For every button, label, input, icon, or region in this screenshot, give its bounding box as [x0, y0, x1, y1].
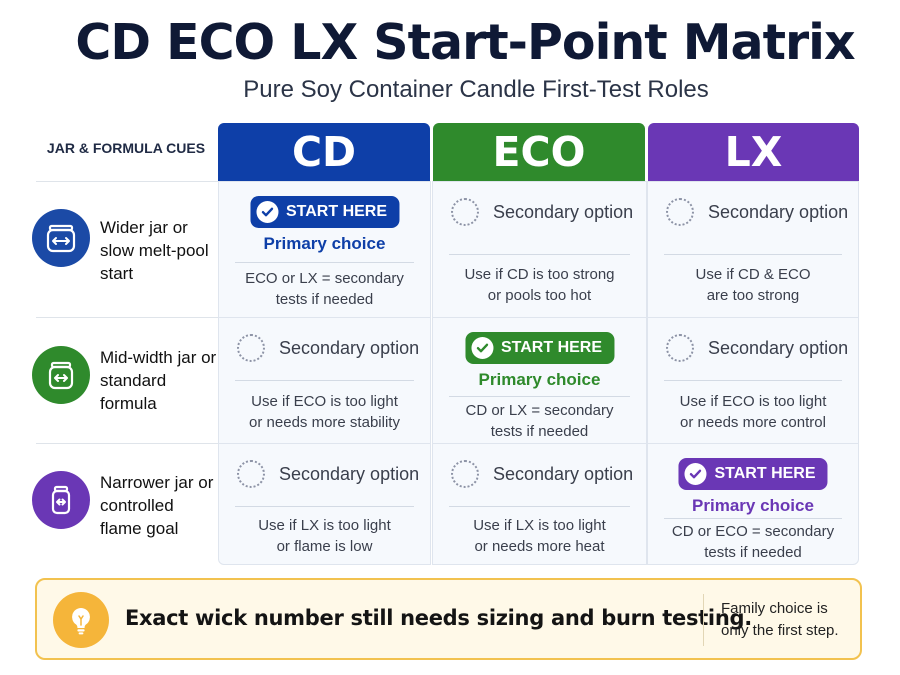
matrix-cell-narrow-eco: Secondary option Use if LX is too light o… [432, 443, 647, 565]
dashed-circle-icon [451, 198, 479, 226]
primary-choice-label: Primary choice [692, 496, 814, 515]
page-subtitle: Pure Soy Container Candle First-Test Rol… [243, 76, 709, 103]
cell-divider [449, 254, 630, 255]
cell-note: CD or ECO = secondary tests if needed [671, 523, 835, 561]
check-icon [255, 201, 278, 223]
cell-divider [235, 262, 414, 263]
cell-note: Use if ECO is too light or needs more con… [679, 393, 827, 431]
cell-divider [664, 254, 842, 255]
cell-note: Use if CD is too strong or pools too hot [464, 266, 615, 304]
cell-note: CD or LX = secondary tests if needed [465, 402, 614, 440]
cell-divider [235, 506, 414, 507]
secondary-option: Secondary option [237, 334, 419, 362]
column-header-cd: CD [218, 123, 430, 181]
matrix-cell-wide-cd: START HERE Primary choice ECO or LX = se… [218, 181, 431, 318]
wide-jar-icon [32, 209, 90, 267]
check-icon [470, 337, 493, 359]
matrix-cell-narrow-cd: Secondary option Use if LX is too light o… [218, 443, 431, 565]
secondary-option: Secondary option [237, 460, 419, 488]
check-icon [684, 463, 707, 485]
footer-message: Exact wick number still needs sizing and… [125, 606, 752, 630]
narrow-jar-icon [32, 471, 90, 529]
footer-side-note: Family choice is only the first step. [721, 600, 839, 639]
dashed-circle-icon [237, 334, 265, 362]
secondary-option: Secondary option [666, 198, 848, 226]
matrix-cell-mid-eco: START HERE Primary choice CD or LX = sec… [432, 317, 647, 444]
cell-note: Use if LX is too light or needs more heat [473, 517, 606, 555]
column-header-lx: LX [648, 123, 859, 181]
cell-note: Use if ECO is too light or needs more sta… [249, 393, 400, 431]
footer-divider [703, 594, 704, 646]
row-divider [36, 317, 218, 318]
start-here-badge: START HERE [464, 332, 615, 364]
dashed-circle-icon [451, 460, 479, 488]
page-title: CD ECO LX Start-Point Matrix [75, 14, 855, 71]
cell-divider [449, 506, 630, 507]
secondary-option: Secondary option [666, 334, 848, 362]
row-label-narrow: Narrower jar or controlled flame goal [100, 473, 214, 538]
cell-note: Use if LX is too light or flame is low [258, 517, 391, 555]
cell-note: Use if CD & ECO are too strong [695, 266, 811, 304]
matrix-cell-mid-cd: Secondary option Use if ECO is too light… [218, 317, 431, 444]
mid-jar-icon [32, 346, 90, 404]
cell-note: ECO or LX = secondary tests if needed [245, 270, 404, 308]
cues-header: JAR & FORMULA CUES [46, 140, 206, 156]
cell-divider [235, 380, 414, 381]
matrix-cell-wide-lx: Secondary option Use if CD & ECO are too … [647, 181, 859, 318]
cell-divider [664, 380, 842, 381]
dashed-circle-icon [237, 460, 265, 488]
secondary-option: Secondary option [451, 460, 633, 488]
dashed-circle-icon [666, 334, 694, 362]
cell-divider [664, 518, 842, 519]
row-divider [36, 181, 218, 182]
lightbulb-icon [53, 592, 109, 648]
cell-divider [449, 396, 630, 397]
column-header-eco: ECO [433, 123, 645, 181]
start-here-badge: START HERE [249, 196, 400, 228]
footer-callout: Exact wick number still needs sizing and… [35, 578, 862, 660]
matrix-cell-wide-eco: Secondary option Use if CD is too strong… [432, 181, 647, 318]
row-label-wide: Wider jar or slow melt-pool start [100, 218, 209, 283]
matrix-cell-mid-lx: Secondary option Use if ECO is too light… [647, 317, 859, 444]
primary-choice-label: Primary choice [263, 234, 386, 253]
row-label-mid: Mid-width jar or standard formula [100, 348, 217, 413]
matrix-cell-narrow-lx: START HERE Primary choice CD or ECO = se… [647, 443, 859, 565]
start-here-badge: START HERE [678, 458, 828, 490]
row-divider [36, 443, 218, 444]
primary-choice-label: Primary choice [478, 370, 601, 389]
dashed-circle-icon [666, 198, 694, 226]
secondary-option: Secondary option [451, 198, 633, 226]
